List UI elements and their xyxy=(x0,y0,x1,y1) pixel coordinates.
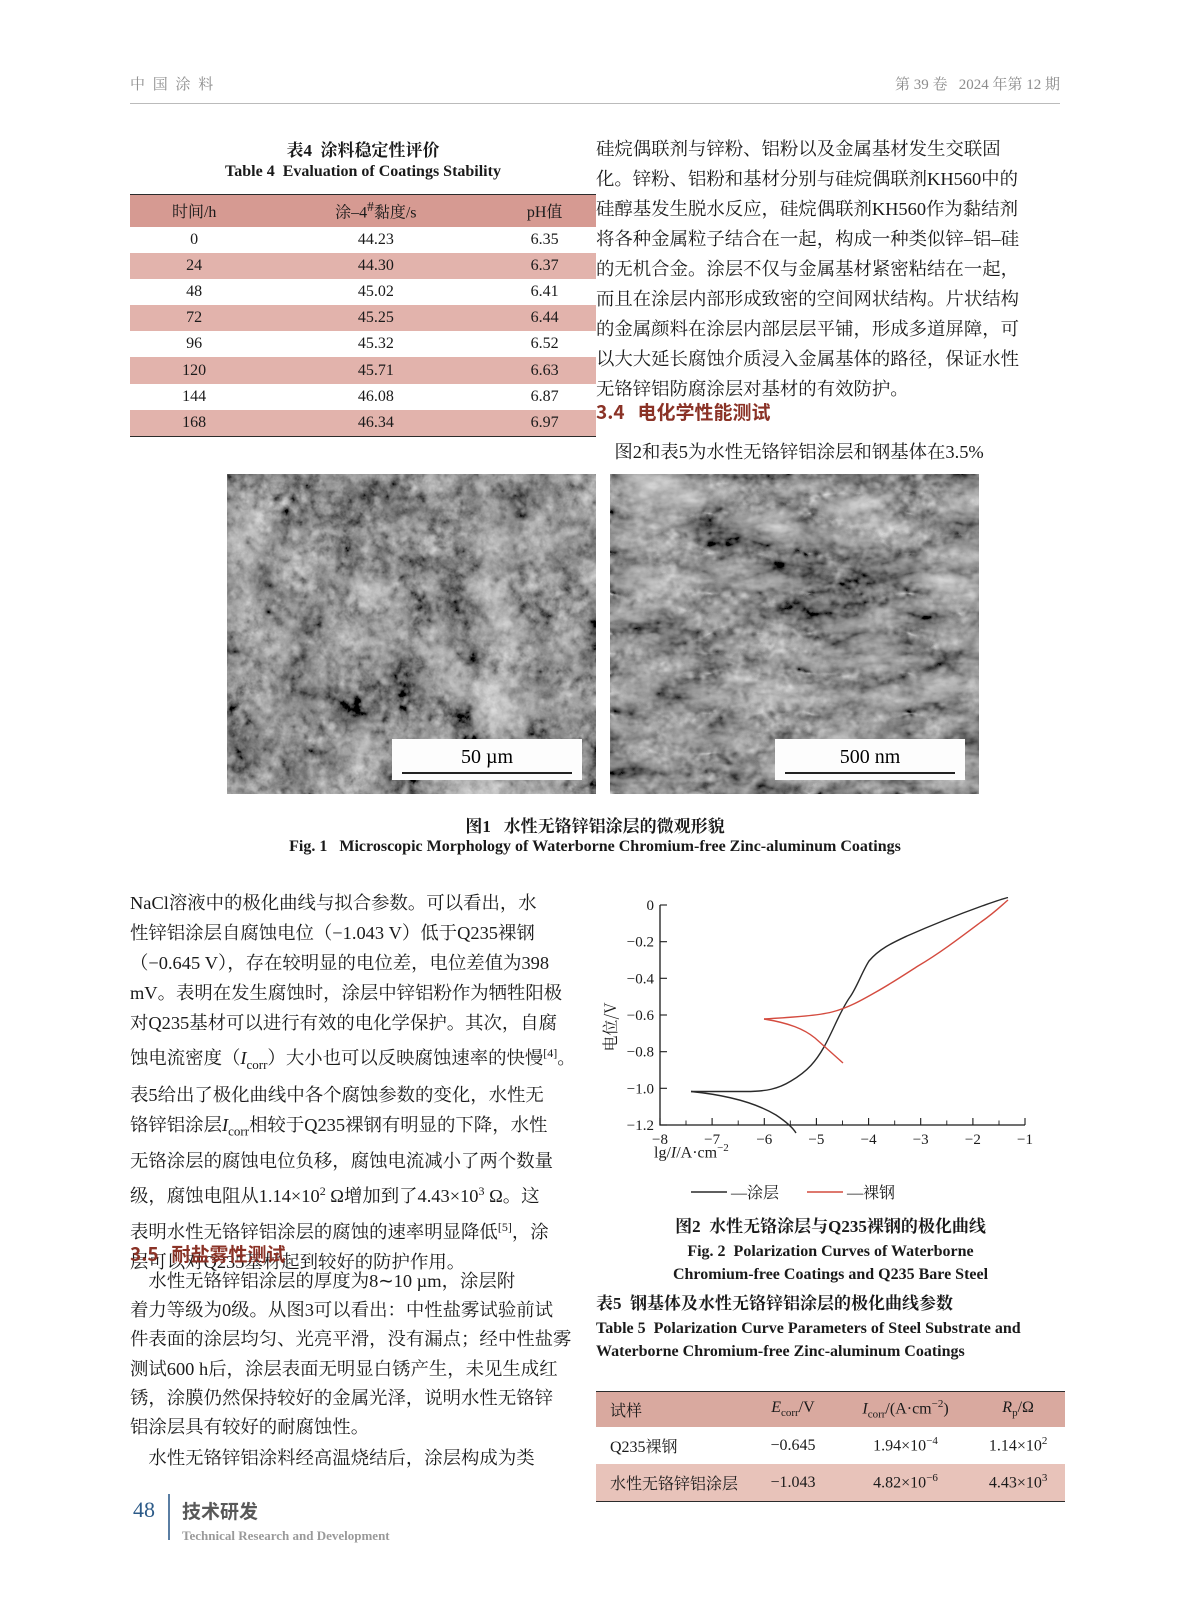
svg-text:−0.4: −0.4 xyxy=(627,971,655,987)
svg-text:−0.6: −0.6 xyxy=(627,1008,655,1024)
svg-text:−0.2: −0.2 xyxy=(627,935,654,951)
svg-text:−1.2: −1.2 xyxy=(627,1118,654,1134)
svg-text:电位/V: 电位/V xyxy=(598,1002,621,1052)
svg-text:−1.0: −1.0 xyxy=(627,1081,654,1097)
svg-text:−0.8: −0.8 xyxy=(627,1045,654,1061)
svg-text:0: 0 xyxy=(647,898,655,914)
